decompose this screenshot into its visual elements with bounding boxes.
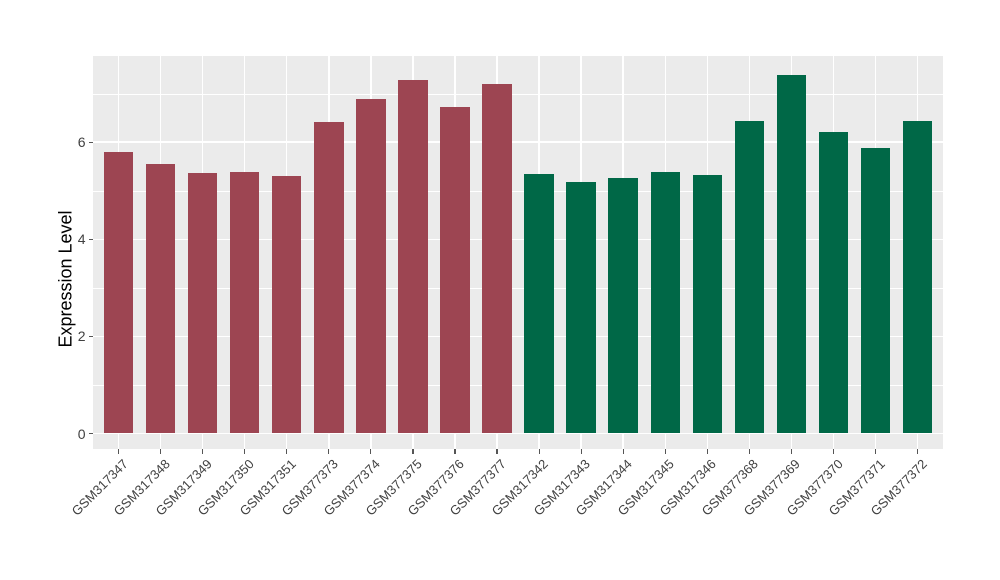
bar-GSM317347 [103,151,134,434]
gridline-major-y6 [93,141,943,143]
gridline-minor-y1 [93,384,943,386]
x-tick-mark-GSM377369 [790,449,793,454]
bar-GSM377377 [482,83,512,434]
bar-GSM317343 [566,182,596,434]
x-tick-mark-GSM377368 [748,449,750,454]
x-tick-mark-GSM317348 [159,449,162,454]
bar-GSM317342 [524,173,554,434]
bar-GSM317351 [271,176,302,434]
y-tick-label-6: 6 [77,134,86,151]
y-tick-mark-6 [88,141,93,143]
x-tick-mark-GSM317351 [286,449,288,454]
x-tick-mark-GSM317347 [117,449,120,454]
gridline-major-y0 [93,432,943,435]
x-tick-mark-GSM377374 [370,449,372,454]
gridline-minor-y7 [93,93,943,95]
x-tick-mark-GSM377377 [496,449,498,454]
x-tick-mark-GSM317344 [622,449,624,454]
y-tick-label-4: 4 [77,231,86,248]
x-tick-mark-GSM377376 [454,449,456,454]
bar-GSM377374 [356,98,386,434]
bar-GSM377370 [818,131,849,434]
bar-GSM317346 [692,174,723,434]
x-tick-mark-GSM377373 [328,449,330,454]
x-tick-label-GSM377372: GSM377372 [867,456,930,519]
bar-GSM377368 [734,120,765,434]
y-tick-mark-4 [88,238,93,240]
bar-GSM317348 [145,164,176,434]
plot-panel [93,56,943,449]
bar-GSM377372 [902,121,933,434]
bar-GSM317344 [608,177,638,434]
gridline-minor-y3 [93,287,943,289]
bar-GSM377371 [860,148,891,434]
y-tick-mark-0 [88,432,93,435]
x-tick-mark-GSM317349 [202,449,204,454]
gridline-minor-y5 [93,190,943,192]
bar-GSM377375 [398,79,428,434]
bar-GSM317349 [187,172,218,434]
y-tick-mark-2 [88,335,93,337]
gridline-major-y2 [93,335,943,338]
y-tick-label-0: 0 [77,425,86,442]
bar-GSM377373 [314,122,344,434]
bar-GSM317345 [650,171,681,434]
x-tick-mark-GSM317345 [664,449,666,454]
gridline-major-y4 [93,238,943,241]
x-tick-mark-GSM377370 [832,449,835,454]
bar-GSM317350 [229,171,260,434]
x-tick-mark-GSM317343 [580,449,582,454]
bar-GSM377376 [440,106,470,434]
y-axis-title: Expression Level [55,210,76,348]
x-tick-mark-GSM377375 [412,449,414,454]
y-tick-label-2: 2 [77,328,86,345]
x-tick-mark-GSM377372 [917,449,919,454]
x-tick-mark-GSM317342 [538,449,540,454]
bar-GSM377369 [776,74,807,434]
x-tick-mark-GSM317346 [706,449,708,454]
x-tick-mark-GSM377371 [874,449,877,454]
x-tick-mark-GSM317350 [244,449,246,454]
